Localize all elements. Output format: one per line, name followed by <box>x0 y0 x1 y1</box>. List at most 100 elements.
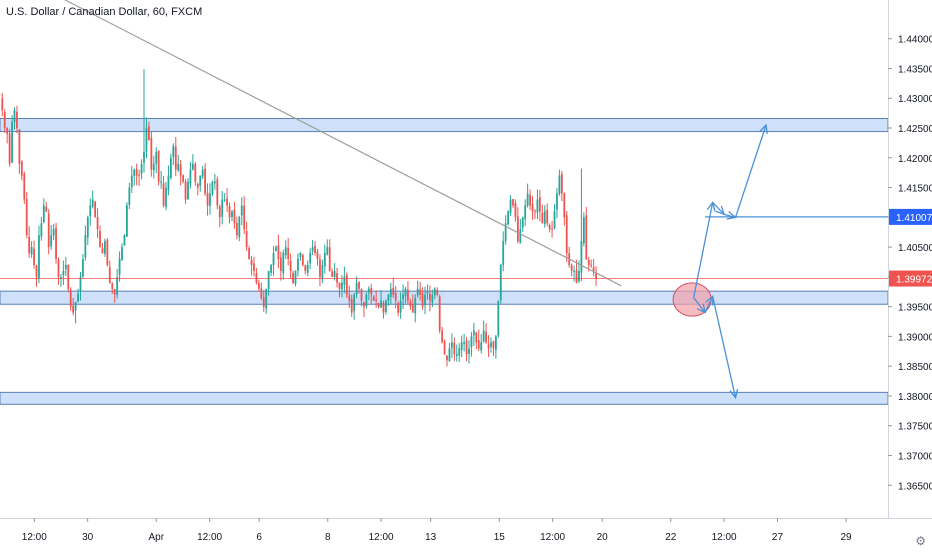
price-tick-label: 1.38500 <box>898 362 932 373</box>
candle-body <box>595 272 597 279</box>
candle-body <box>516 216 519 242</box>
candle-body <box>42 205 45 223</box>
trendline[interactable] <box>30 0 622 287</box>
candle-body <box>38 235 40 279</box>
candle-body <box>6 127 9 134</box>
candle-body <box>287 248 290 259</box>
candle-body <box>482 330 485 342</box>
candle-body <box>40 223 43 237</box>
bullish-path-segment[interactable] <box>712 201 725 215</box>
candle-body <box>514 203 517 218</box>
candle-body <box>3 111 6 129</box>
candle-body <box>580 241 583 273</box>
candle-body <box>91 199 94 207</box>
candle-body <box>196 183 199 188</box>
candle-body <box>363 301 365 307</box>
zone-lower-support[interactable] <box>0 391 889 405</box>
candle-body <box>67 264 70 289</box>
bearish-path-segment[interactable] <box>712 296 737 398</box>
candle-body <box>221 199 224 217</box>
candle-body <box>502 241 505 266</box>
candle-body <box>311 247 314 252</box>
zone-support[interactable] <box>0 290 889 305</box>
time-tick-label: 12:00 <box>540 532 565 543</box>
price-tick-label: 1.43000 <box>898 94 932 105</box>
candle-body <box>301 255 304 265</box>
zone-resistance[interactable] <box>0 117 889 133</box>
candle-body <box>443 341 446 355</box>
candle-body <box>319 259 321 277</box>
candle-body <box>101 248 104 254</box>
candle-body <box>343 276 346 285</box>
candle-body <box>553 211 556 229</box>
candle-body <box>578 270 580 282</box>
candle-body <box>431 294 434 303</box>
candle-body <box>94 201 97 218</box>
candle-body <box>309 253 312 264</box>
price-axis[interactable]: 1.44000 1.43500 1.43000 1.42500 1.42000 1.415… <box>888 35 932 493</box>
candle-body <box>216 179 219 206</box>
candle-body <box>155 151 158 164</box>
candle-body <box>450 342 453 348</box>
candle-body <box>370 288 373 295</box>
bearish-path-segment[interactable] <box>693 297 706 313</box>
price-tick-label: 1.42500 <box>898 124 932 135</box>
candle-body <box>419 289 422 295</box>
bullish-path-segment[interactable] <box>734 124 767 218</box>
bullish-path-arrowhead <box>759 123 768 135</box>
candle-body <box>323 253 326 267</box>
time-tick-label: 13 <box>425 532 437 543</box>
candle-body <box>55 227 57 259</box>
gear-icon[interactable]: ⚙ <box>915 534 926 548</box>
candle-body <box>23 173 26 200</box>
candle-body <box>279 257 282 271</box>
candle-body <box>504 223 507 242</box>
candle-body <box>414 297 417 314</box>
bearish-path-arrowhead <box>729 388 739 400</box>
candle-body <box>140 163 143 174</box>
drawings-layer <box>0 0 888 400</box>
candle-body <box>455 354 458 356</box>
candles-layer <box>1 69 597 367</box>
bullish-path-segment[interactable] <box>692 202 714 298</box>
candle-body <box>57 260 60 277</box>
candle-body <box>270 264 272 273</box>
candle-body <box>111 283 114 289</box>
candle-body <box>33 248 35 265</box>
candle-body <box>590 264 593 266</box>
candle-body <box>429 293 431 301</box>
candle-body <box>209 193 211 206</box>
candle-body <box>582 217 585 244</box>
candle-body <box>177 163 180 171</box>
candle-body <box>64 264 67 270</box>
time-axis[interactable]: 12:00 30 Apr 12:00 6 8 12:00 13 15 12:00 20 22 12:00… <box>22 518 852 543</box>
price-tick-label: 1.42000 <box>898 154 932 165</box>
candle-body <box>480 342 483 351</box>
candle-body <box>243 205 246 230</box>
candle-body <box>99 230 101 248</box>
bearish-path-segment[interactable] <box>704 296 714 313</box>
candle-body <box>255 273 258 283</box>
candle-body <box>365 294 368 307</box>
candle-body <box>25 199 28 236</box>
candle-body <box>113 289 116 295</box>
candle-body <box>556 193 558 210</box>
candle-body <box>294 270 297 284</box>
candle-body <box>277 245 280 259</box>
bullish-path-segment[interactable] <box>723 213 736 218</box>
candle-body <box>494 336 497 350</box>
candle-body <box>453 342 456 355</box>
candle-body <box>548 224 551 230</box>
time-tick-label: 6 <box>256 532 262 543</box>
candle-body <box>50 235 53 247</box>
candle-body <box>314 245 316 254</box>
candle-body <box>509 199 512 213</box>
candle-body <box>433 288 436 296</box>
candle-body <box>260 288 263 298</box>
candle-body <box>358 282 360 289</box>
candle-body <box>507 211 509 225</box>
candle-body <box>389 288 392 297</box>
candle-body <box>52 229 55 236</box>
